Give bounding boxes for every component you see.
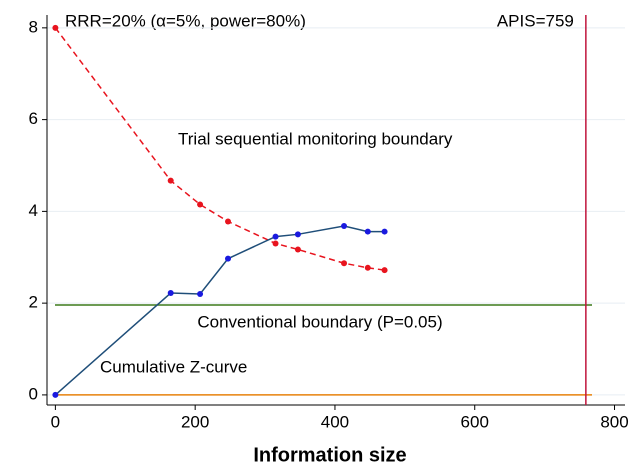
y-tick-label: 4: [29, 201, 38, 220]
x-axis-label: Information size: [253, 444, 406, 466]
series-label: Trial sequential monitoring boundary: [178, 129, 453, 148]
y-tick-label: 8: [29, 17, 38, 36]
x-tick-label: 200: [181, 412, 209, 431]
reference-label: APIS=759: [497, 11, 574, 30]
point: [225, 255, 232, 262]
point: [197, 290, 204, 297]
y-tick-label: 2: [29, 293, 38, 312]
point: [341, 223, 348, 230]
x-tick-label: 600: [461, 412, 489, 431]
series-line: [54, 27, 385, 271]
point: [381, 267, 388, 274]
point: [52, 24, 59, 31]
point: [364, 228, 371, 235]
point: [167, 290, 174, 297]
point: [364, 264, 371, 271]
point: [341, 260, 348, 267]
y-tick-label: 0: [29, 384, 38, 403]
point: [272, 240, 279, 247]
reference-label: Conventional boundary (P=0.05): [197, 312, 442, 331]
point: [167, 177, 174, 184]
x-tick-label: 0: [51, 412, 60, 431]
point: [225, 218, 232, 225]
point: [294, 231, 301, 238]
chart-title: RRR=20% (α=5%, power=80%): [65, 11, 306, 30]
series-label: Cumulative Z-curve: [100, 357, 247, 376]
x-tick-label: 800: [600, 412, 628, 431]
y-tick-label: 6: [29, 109, 38, 128]
x-tick-label: 400: [321, 412, 349, 431]
point: [272, 233, 279, 240]
point: [197, 201, 204, 208]
point: [52, 391, 59, 398]
point: [381, 228, 388, 235]
point: [294, 246, 301, 253]
